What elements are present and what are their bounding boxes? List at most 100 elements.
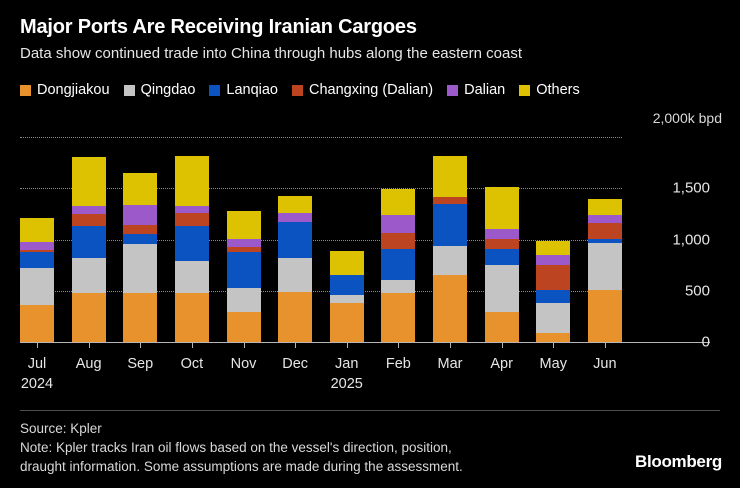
bar-column-jan[interactable] — [329, 250, 364, 342]
chart-header: Major Ports Are Receiving Iranian Cargoe… — [20, 14, 720, 65]
bar-series-group — [20, 137, 622, 342]
bar-segment — [536, 254, 571, 265]
bar-segment — [536, 333, 571, 342]
bar-segment — [587, 214, 622, 223]
bar-segment — [174, 260, 209, 294]
gridline-1500 — [20, 188, 622, 190]
bar-column-oct[interactable] — [174, 156, 209, 342]
legend-label: Lanqiao — [226, 82, 278, 98]
bar-segment — [71, 157, 106, 206]
x-tick-label-year — [381, 374, 415, 394]
x-tick-label-month: May — [539, 356, 567, 372]
axis-tick-mark — [192, 343, 193, 348]
axis-tick-mark — [502, 343, 503, 348]
gridline-1000 — [20, 239, 622, 241]
x-axis-labels: Jul 2024 Aug Sep Oct Nov Dec Jan 2025 Feb Mar Apr Ma… — [20, 354, 622, 394]
legend-item-qingdao[interactable]: Qingdao — [123, 82, 195, 98]
legend-swatch-icon — [292, 84, 303, 96]
x-tick-label-month: Oct — [180, 356, 204, 372]
x-tick-label-year — [485, 374, 519, 394]
x-tick-label-month: Sep — [127, 356, 154, 372]
axis-tick-mark — [37, 343, 38, 348]
legend-swatch-icon — [123, 84, 135, 96]
bar-segment — [381, 188, 416, 215]
bar-segment — [484, 265, 519, 313]
bar-segment — [20, 252, 54, 269]
x-tick-label-year — [227, 374, 261, 394]
x-tick-label-year — [588, 374, 622, 394]
chart-footer: Source: Kpler Note: Kpler tracks Iran oi… — [20, 419, 610, 476]
legend-label: Changxing (Dalian) — [309, 82, 434, 98]
bar-column-nov[interactable] — [226, 210, 261, 342]
bar-segment — [484, 228, 519, 239]
x-tick-group-oct: Oct — [175, 354, 209, 394]
x-tick-group-dec: Dec — [278, 354, 312, 394]
bar-segment — [433, 156, 467, 197]
axis-tick-mark — [140, 343, 141, 348]
bar-segment — [381, 293, 416, 342]
bar-column-jul[interactable] — [20, 218, 54, 342]
x-tick-group-feb: Feb — [381, 354, 415, 394]
y-tick-label-500: 500 — [684, 282, 710, 300]
legend-label: Dongjiakou — [37, 82, 110, 98]
bar-column-may[interactable] — [536, 240, 571, 342]
gridline-2000 — [20, 137, 622, 138]
bar-segment — [226, 288, 261, 313]
x-tick-label-year — [175, 374, 209, 394]
bar-segment — [123, 172, 158, 205]
axis-tick-mark — [605, 343, 606, 348]
bar-segment — [278, 258, 313, 293]
bar-segment — [174, 205, 209, 213]
bar-segment — [71, 205, 106, 214]
bar-column-jun[interactable] — [587, 198, 622, 342]
legend-swatch-icon — [519, 84, 531, 96]
x-tick-group-jun: Jun — [588, 354, 622, 394]
bar-segment — [536, 264, 571, 291]
bar-column-apr[interactable] — [484, 186, 519, 342]
bar-segment — [536, 303, 571, 334]
bar-segment — [226, 239, 261, 248]
bar-segment — [587, 222, 622, 239]
bar-segment — [226, 210, 261, 240]
axis-tick-mark — [450, 343, 451, 348]
bar-column-sep[interactable] — [123, 172, 158, 342]
legend-item-lanqiao[interactable]: Lanqiao — [209, 82, 278, 98]
y-axis-units-label: 2,000k bpd — [652, 110, 722, 126]
x-tick-group-nov: Nov — [227, 354, 261, 394]
x-tick-group-may: May — [536, 354, 570, 394]
legend-label: Dalian — [464, 82, 506, 98]
bar-segment — [123, 293, 158, 342]
x-tick-label-month: Aug — [75, 356, 102, 372]
legend-item-changxing-dalian[interactable]: Changxing (Dalian) — [292, 82, 433, 98]
x-tick-label-month: Nov — [230, 356, 257, 372]
bar-segment — [381, 248, 416, 281]
bar-segment — [329, 295, 364, 304]
bar-segment — [587, 242, 622, 291]
x-tick-group-jan: Jan 2025 — [330, 354, 364, 394]
x-tick-label-year — [278, 374, 312, 394]
bar-segment — [278, 195, 313, 213]
bar-column-aug[interactable] — [71, 157, 106, 342]
bar-segment — [329, 275, 364, 296]
legend-item-dongjiakou[interactable]: Dongjiakou — [20, 82, 110, 98]
gridline-500 — [20, 290, 622, 292]
note-line-2: draught information. Some assumptions ar… — [20, 459, 463, 474]
bar-segment — [587, 238, 622, 243]
bar-segment — [381, 280, 416, 294]
legend-item-dalian[interactable]: Dalian — [447, 82, 505, 98]
legend-swatch-icon — [447, 84, 459, 96]
bloomberg-logo: Bloomberg — [634, 452, 722, 471]
y-tick-label-1500: 1,500 — [672, 179, 710, 197]
x-tick-label-month: Mar — [437, 356, 463, 372]
bar-column-mar[interactable] — [433, 156, 467, 342]
bar-segment — [381, 214, 416, 233]
axis-tick-mark — [553, 343, 554, 348]
bar-column-dec[interactable] — [278, 195, 313, 342]
bar-segment — [71, 258, 106, 294]
x-tick-label-month: Feb — [385, 356, 411, 372]
bar-segment — [226, 247, 261, 253]
legend-item-others[interactable]: Others — [519, 82, 580, 98]
bar-column-feb[interactable] — [381, 188, 416, 342]
x-tick-label-year — [72, 374, 106, 394]
x-tick-group-aug: Aug — [72, 354, 106, 394]
